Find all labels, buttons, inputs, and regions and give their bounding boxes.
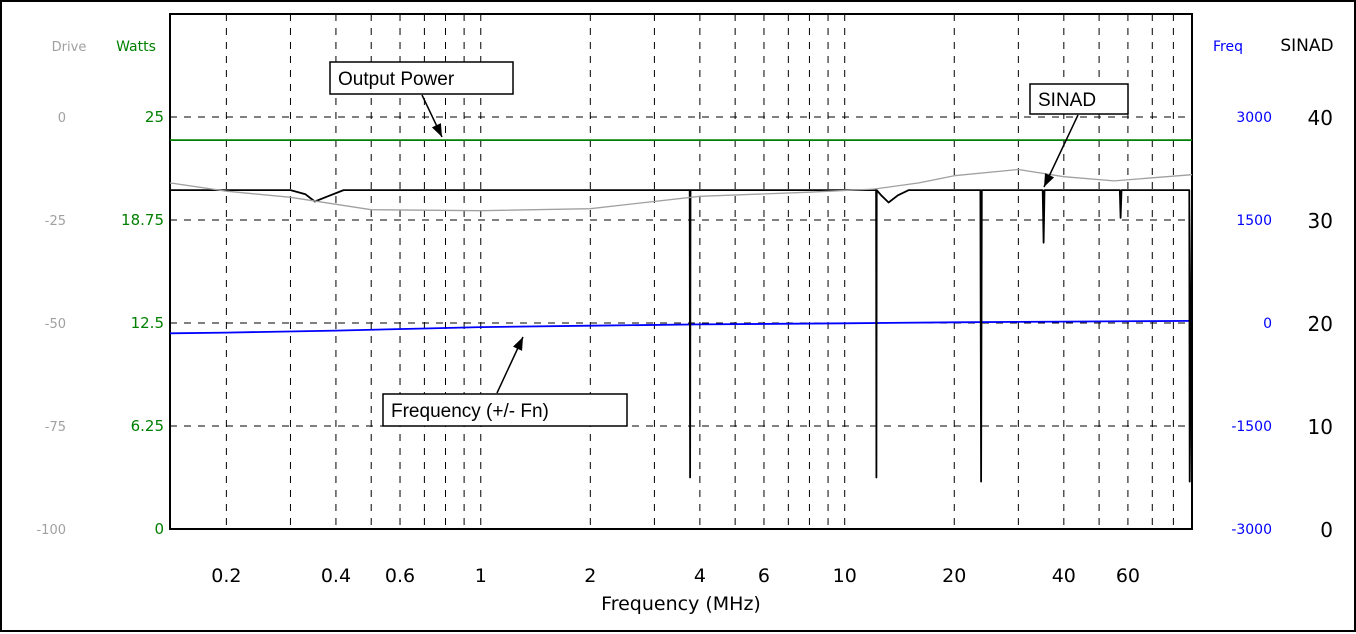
- sinad-axis-title: SINAD: [1280, 36, 1333, 56]
- watts-tick-label: 12.5: [131, 314, 164, 332]
- x-axis: 0.2 0.4 0.6 1 2 4 6 10 20 40 60 Frequency (MHz): [211, 565, 1140, 615]
- sinad-tick-label: 0: [1320, 518, 1333, 542]
- series-line-sinad-gray: [169, 168, 1193, 212]
- watts-axis-title: Watts: [116, 39, 156, 55]
- watts-tick-label: 25: [145, 108, 164, 126]
- watts-tick-label: 0: [154, 520, 164, 538]
- freq-tick-label: 0: [1263, 316, 1272, 332]
- x-tick-label: 0.4: [321, 565, 351, 587]
- x-axis-title: Frequency (MHz): [601, 593, 761, 615]
- freq-axis-title: Freq: [1213, 39, 1243, 55]
- freq-tick-label: -1500: [1231, 419, 1272, 435]
- sinad-label: SINAD: [1038, 90, 1096, 111]
- freq-tick-label: 3000: [1236, 110, 1272, 126]
- output-power-label-arrow-head: [431, 123, 442, 137]
- x-tick-label: 20: [942, 565, 966, 587]
- x-tick-label: 0.2: [211, 565, 241, 587]
- x-tick-label: 40: [1052, 565, 1076, 587]
- sinad-tick-label: 30: [1308, 209, 1333, 233]
- drive-tick-label: -75: [45, 420, 66, 435]
- sinad-label-box: [1029, 83, 1129, 115]
- drive-axis-title: Drive: [52, 40, 87, 55]
- x-tick-label: 6: [758, 565, 770, 587]
- drive-tick-label: -25: [45, 214, 66, 229]
- sinad-label-arrow-head: [1044, 173, 1055, 187]
- series-line-sinad-black: [170, 189, 1193, 483]
- x-tick-label: 1: [475, 565, 487, 587]
- freq-tick-label: 1500: [1236, 213, 1272, 229]
- series-layer: [169, 139, 1193, 483]
- x-tick-label: 60: [1116, 565, 1140, 587]
- sinad-tick-label: 10: [1308, 415, 1333, 439]
- watts-tick-label: 18.75: [121, 211, 164, 229]
- annotations: Output Power Frequency (+/- Fn) SINAD: [329, 61, 1129, 427]
- frequency-label-box: [382, 393, 628, 427]
- output-power-label: Output Power: [338, 69, 455, 90]
- left-axes: Drive Watts 0 25 -25 18.75 -50 12.5 -75 6.25 -100 0: [36, 39, 164, 538]
- frequency-label-arrow-head: [512, 337, 523, 351]
- x-tick-label: 10: [833, 565, 857, 587]
- output-power-label-box: [329, 61, 514, 95]
- freq-tick-label: -3000: [1231, 522, 1272, 538]
- drive-tick-label: 0: [58, 111, 66, 126]
- sinad-tick-label: 40: [1308, 106, 1333, 130]
- drive-tick-label: -50: [45, 317, 66, 332]
- x-tick-label: 0.6: [385, 565, 415, 587]
- right-axes: Freq SINAD 3000 40 1500 30 0 20 -1500 10 -3000 0: [1213, 36, 1334, 542]
- sinad-label-arrow-line: [1043, 114, 1079, 188]
- x-tick-label: 2: [584, 565, 596, 587]
- drive-tick-label: -100: [36, 523, 66, 538]
- frequency-label: Frequency (+/- Fn): [391, 401, 549, 422]
- sinad-tick-label: 20: [1308, 312, 1333, 336]
- x-tick-label: 4: [694, 565, 706, 587]
- grid-lines: [170, 14, 1192, 529]
- series-line-frequency: [169, 320, 1193, 335]
- watts-tick-label: 6.25: [131, 417, 164, 435]
